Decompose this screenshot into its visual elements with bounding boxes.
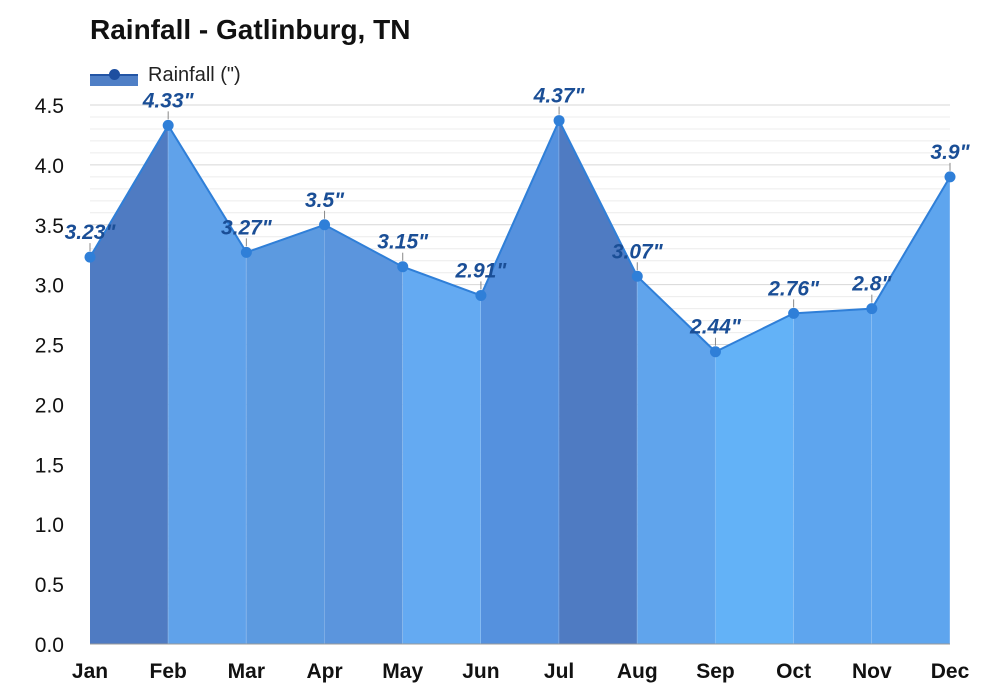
data-point-aug <box>631 270 643 282</box>
x-tick-label-may: May <box>382 660 423 683</box>
y-tick-label: 2.5 <box>35 335 64 358</box>
y-tick-label: 0.5 <box>35 574 64 597</box>
data-point-nov <box>866 303 878 315</box>
data-point-feb <box>162 119 174 131</box>
data-label-aug: 3.07" <box>612 240 664 263</box>
line-layer <box>89 118 951 353</box>
point-layer <box>84 115 956 358</box>
y-tick-label: 3.0 <box>35 275 64 298</box>
legend[interactable]: Rainfall (") <box>90 62 241 88</box>
data-point-sep <box>709 346 721 358</box>
y-tick-label: 1.0 <box>35 514 64 537</box>
x-tick-label-mar: Mar <box>228 660 265 683</box>
y-tick-label: 1.5 <box>35 454 64 477</box>
area-segment-apr <box>324 224 403 644</box>
data-label-may: 3.15" <box>377 231 429 254</box>
x-tick-label-dec: Dec <box>931 660 970 683</box>
data-label-layer: 3.23" 4.33" 3.27" 3.5" 3.15" 2.91" 4.37" 3.07" 2… <box>65 85 971 346</box>
y-tick-label: 3.5 <box>35 215 64 238</box>
x-tick-label-apr: Apr <box>306 660 342 683</box>
data-label-nov: 2.8" <box>851 273 892 296</box>
data-point-dec <box>944 171 956 183</box>
data-point-jan <box>84 251 96 263</box>
legend-label: Rainfall (") <box>148 63 241 86</box>
data-label-apr: 3.5" <box>305 189 345 212</box>
data-label-jul: 4.37" <box>533 85 586 108</box>
y-tick-label: 4.5 <box>35 95 64 118</box>
area-segment-feb <box>168 125 247 644</box>
area-segment-mar <box>246 224 325 644</box>
area-layer <box>90 120 951 645</box>
data-point-may <box>397 261 409 273</box>
axis-layer: 0.0 0.5 1.0 1.5 2.0 2.5 3.0 3.5 4.0 4.5 Jan Feb Mar A… <box>35 95 970 683</box>
area-segment-sep <box>715 313 794 644</box>
area-segment-jul <box>559 120 638 645</box>
data-point-apr <box>319 219 331 231</box>
x-tick-label-aug: Aug <box>617 660 658 683</box>
x-tick-label-feb: Feb <box>150 660 187 683</box>
legend-swatch <box>90 64 138 86</box>
data-label-feb: 4.33" <box>142 89 195 112</box>
area-segment-oct <box>793 308 872 644</box>
data-label-dec: 3.9" <box>930 141 970 164</box>
x-tick-label-oct: Oct <box>776 660 811 683</box>
data-label-sep: 2.44" <box>689 316 742 339</box>
data-label-jan: 3.23" <box>65 221 117 244</box>
data-point-oct <box>788 307 800 319</box>
x-tick-label-jan: Jan <box>72 660 108 683</box>
y-tick-label: 4.0 <box>35 155 64 178</box>
area-segment-may <box>402 266 481 644</box>
x-tick-label-sep: Sep <box>696 660 735 683</box>
data-point-jun <box>475 289 487 301</box>
area-segment-nov <box>871 176 950 644</box>
x-tick-label-nov: Nov <box>852 660 892 683</box>
data-point-jul <box>553 115 565 127</box>
y-tick-label: 0.0 <box>35 634 64 657</box>
x-tick-label-jun: Jun <box>462 660 499 683</box>
data-label-jun: 2.91" <box>454 259 507 282</box>
area-segment-jan <box>90 125 169 644</box>
data-label-oct: 2.76" <box>767 277 820 300</box>
y-tick-label: 2.0 <box>35 394 64 417</box>
data-label-mar: 3.27" <box>221 216 273 239</box>
x-tick-label-jul: Jul <box>544 660 574 683</box>
data-point-mar <box>240 246 252 258</box>
area-segment-jun <box>480 120 560 645</box>
chart-title: Rainfall - Gatlinburg, TN <box>90 14 411 45</box>
area-segment-aug <box>637 276 716 644</box>
series-line <box>89 118 951 353</box>
